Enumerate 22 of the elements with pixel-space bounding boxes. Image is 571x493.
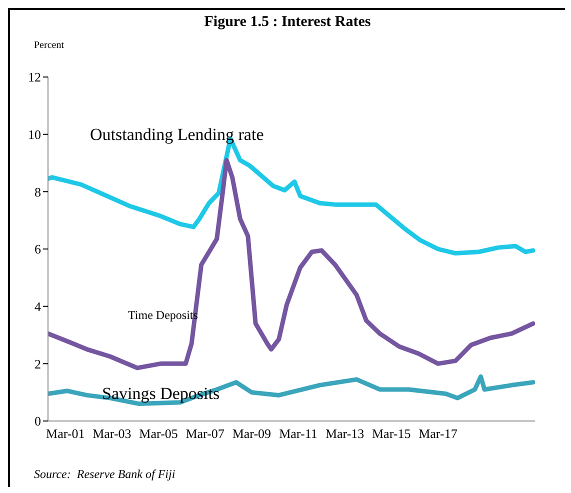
y-tick-label: 0	[34, 414, 41, 429]
source-note: Source: Reserve Bank of Fiji	[34, 467, 176, 482]
y-tick-label: 6	[34, 242, 42, 257]
x-tick-label: Mar-05	[139, 426, 178, 442]
x-tick-label: Mar-09	[232, 426, 272, 442]
x-tick-label: Mar-11	[279, 426, 318, 442]
y-tick-label: 4	[34, 298, 42, 314]
x-tick-label: Mar-03	[92, 426, 132, 442]
x-tick-label: Mar-17	[418, 426, 458, 442]
y-tick-label: 10	[28, 126, 41, 142]
series-label: Outstanding Lending rate	[90, 125, 264, 145]
x-tick-label: Mar-15	[372, 426, 411, 442]
y-tick-label: 2	[34, 356, 41, 372]
y-tick-label: 8	[34, 184, 41, 200]
y-axis-title: Percent	[34, 40, 64, 51]
x-tick-label: Mar-01	[46, 426, 85, 442]
x-tick-label: Mar-13	[325, 426, 364, 442]
x-tick-label: Mar-07	[186, 426, 225, 442]
y-tick-label: 12	[28, 70, 41, 85]
line-series	[48, 374, 535, 406]
line-series	[48, 158, 535, 370]
chart-title: Figure 1.5 : Interest Rates	[203, 14, 372, 31]
